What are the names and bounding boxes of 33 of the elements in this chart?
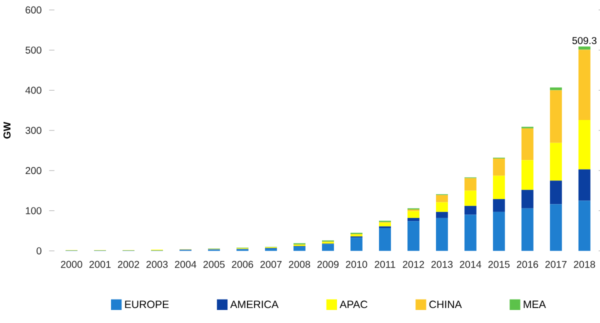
- y-axis-title: GW: [3, 122, 11, 139]
- x-tick-label: 2018: [574, 261, 596, 268]
- x-tick-label: 2011: [374, 261, 396, 268]
- y-tick-label: 500: [26, 46, 42, 54]
- x-tick-label: 2013: [431, 261, 453, 268]
- x-tick-label: 2001: [89, 261, 111, 268]
- y-tick-label: 600: [26, 6, 42, 14]
- x-tick-label: 2002: [118, 261, 140, 268]
- y-tick-label: 200: [26, 167, 42, 174]
- annotation: 509.3: [572, 37, 596, 44]
- x-tick-label: 2015: [488, 261, 510, 268]
- x-tick-label: 2009: [317, 261, 339, 268]
- legend-label: CHINA: [429, 300, 462, 308]
- x-tick-label: 2003: [146, 261, 168, 268]
- x-tick-label: 2004: [174, 261, 196, 268]
- x-tick-label: 2017: [545, 261, 567, 268]
- x-tick-label: 2000: [60, 261, 82, 268]
- x-tick-label: 2005: [203, 261, 225, 268]
- x-tick-label: 2008: [288, 261, 310, 268]
- y-tick-label: 0: [36, 248, 42, 255]
- legend-label: EUROPE: [125, 300, 169, 308]
- y-tick-label: 300: [26, 127, 42, 134]
- x-tick-label: 2007: [260, 261, 282, 268]
- y-tick-label: 100: [26, 207, 42, 214]
- x-tick-label: 2010: [346, 261, 368, 268]
- y-tick-label: 400: [25, 86, 42, 94]
- legend-label: AMERICA: [230, 300, 279, 308]
- x-tick-label: 2014: [460, 261, 482, 268]
- x-tick-label: 2012: [402, 261, 424, 268]
- legend-label: APAC: [340, 300, 368, 308]
- x-tick-label: 2006: [232, 261, 254, 268]
- legend-label: MEA: [524, 300, 546, 308]
- x-tick-label: 2016: [516, 261, 538, 268]
